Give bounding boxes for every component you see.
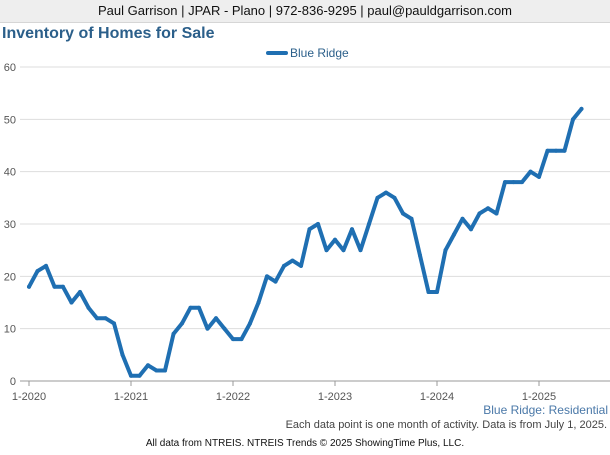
data-point (120, 352, 125, 357)
data-point (562, 148, 567, 153)
y-tick-label: 30 (4, 219, 16, 231)
data-note: Each data point is one month of activity… (285, 419, 607, 431)
data-point (231, 337, 235, 342)
series-label: Blue Ridge: Residential (483, 403, 608, 417)
data-point (520, 180, 524, 185)
x-tick-label: 1-2022 (216, 391, 250, 403)
data-point (61, 284, 65, 289)
data-point (205, 326, 210, 331)
data-point (222, 326, 227, 331)
data-point (35, 269, 40, 274)
y-tick-label: 10 (4, 324, 16, 336)
data-point (435, 290, 439, 295)
y-axis-ticks: 0 10 20 30 40 50 60 (4, 62, 16, 388)
data-point (333, 237, 337, 242)
y-tick-label: 40 (4, 167, 16, 179)
data-point (103, 316, 108, 321)
data-point (460, 216, 465, 221)
data-point (86, 305, 91, 310)
data-point (256, 300, 261, 305)
data-point (129, 373, 133, 378)
data-point (163, 368, 167, 373)
data-point (554, 148, 558, 153)
data-point (494, 211, 499, 216)
data-point (180, 321, 184, 326)
data-point (426, 290, 431, 295)
data-point (265, 274, 269, 279)
data-point (469, 227, 473, 232)
data-point (375, 195, 380, 200)
data-point (545, 148, 550, 153)
data-point (171, 331, 176, 336)
data-point (239, 337, 244, 342)
data-point (248, 321, 252, 326)
data-point (214, 316, 218, 321)
y-tick-label: 20 (4, 271, 16, 283)
data-point (384, 190, 388, 195)
data-point (571, 117, 575, 122)
y-tick-label: 0 (10, 376, 16, 388)
data-point (324, 248, 329, 253)
data-point (69, 300, 74, 305)
data-point (307, 227, 312, 232)
series-layer (27, 106, 584, 378)
data-point (112, 321, 116, 326)
data-point (486, 206, 490, 211)
data-point (44, 263, 48, 268)
data-point (579, 106, 584, 111)
data-point (511, 180, 516, 185)
data-point (341, 248, 346, 253)
x-tick-label: 1-2020 (12, 391, 46, 403)
data-point (350, 227, 354, 232)
data-point (188, 305, 193, 310)
x-axis-ticks: 1-2020 1-2021 1-2022 1-2023 1-2024 1-2025 (12, 381, 556, 403)
data-point (299, 263, 303, 268)
data-point (273, 279, 278, 284)
data-point (146, 363, 150, 368)
data-point (27, 284, 31, 289)
contact-text: Paul Garrison | JPAR - Plano | 972-836-9… (97, 3, 513, 18)
data-point (401, 211, 405, 216)
data-point (137, 373, 142, 378)
footer-credit: All data from NTREIS. NTREIS Trends © 20… (145, 438, 465, 449)
data-point (316, 222, 320, 226)
series-line-0 (27, 106, 584, 378)
x-tick-label: 1-2024 (420, 391, 454, 403)
x-tick-label: 1-2023 (318, 391, 352, 403)
data-point (392, 195, 397, 200)
data-point (528, 169, 533, 174)
data-point (477, 211, 482, 216)
legend: Blue Ridge (266, 46, 349, 60)
data-point (367, 222, 371, 226)
data-point (537, 174, 541, 179)
data-point (154, 368, 159, 373)
data-point (78, 290, 82, 295)
chart-title: Inventory of Homes for Sale (2, 25, 215, 42)
y-tick-label: 50 (4, 114, 16, 126)
x-tick-label: 1-2021 (114, 391, 148, 403)
data-point (358, 248, 363, 253)
data-point (503, 180, 507, 185)
data-point (282, 263, 286, 268)
data-point (52, 284, 57, 289)
legend-label: Blue Ridge (290, 46, 349, 60)
data-point (418, 253, 422, 258)
data-point (452, 232, 456, 237)
data-point (95, 316, 99, 321)
data-point (443, 248, 448, 253)
y-tick-label: 60 (4, 62, 16, 74)
data-point (290, 258, 295, 263)
x-tick-label: 1-2025 (522, 391, 556, 403)
data-point (197, 305, 201, 310)
data-point (409, 216, 414, 221)
contact-header: Paul Garrison | JPAR - Plano | 972-836-9… (0, 0, 610, 23)
